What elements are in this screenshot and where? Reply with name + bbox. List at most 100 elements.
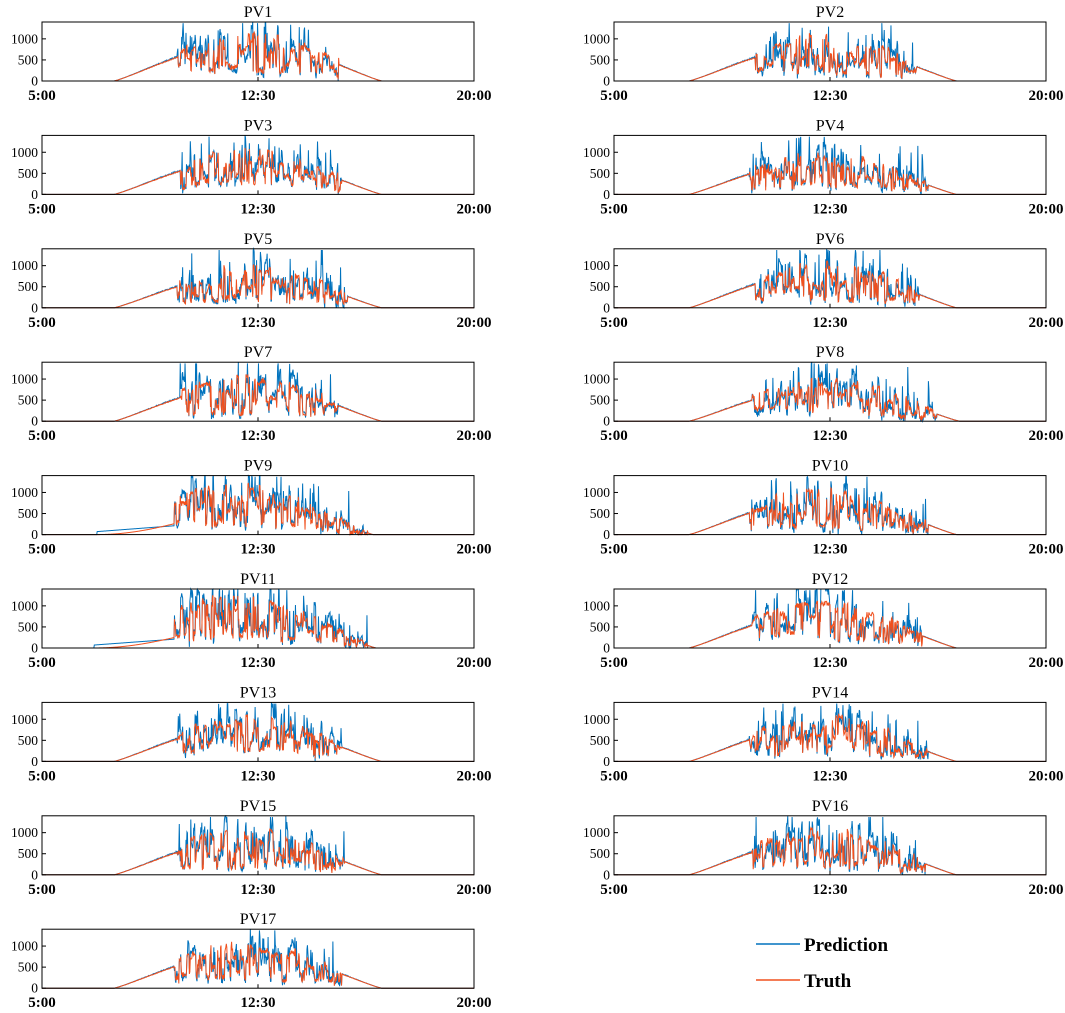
y-tick-label: 0 <box>31 74 38 89</box>
series-line-truth <box>42 482 474 536</box>
axes-box <box>613 21 1047 82</box>
panel-title: PV13 <box>240 684 276 701</box>
y-tick-label: 0 <box>603 300 610 315</box>
y-tick-label: 0 <box>603 641 610 656</box>
panel-title: PV17 <box>240 911 276 928</box>
y-tick-label: 0 <box>31 414 38 429</box>
panel-pv8: PV8 0 500 1000 5:00 12:30 20:00 <box>583 344 1064 444</box>
x-tick-label: 5:00 <box>600 428 628 444</box>
y-tick-label: 500 <box>590 166 611 181</box>
x-tick-label: 12:30 <box>813 655 848 671</box>
y-tick-label: 1000 <box>583 485 610 500</box>
panel-title: PV14 <box>812 684 848 701</box>
y-tick-label: 0 <box>31 867 38 882</box>
x-tick-label: 20:00 <box>1029 542 1064 558</box>
x-tick-label: 12:30 <box>241 768 276 784</box>
x-tick-label: 5:00 <box>28 428 56 444</box>
panel-title: PV1 <box>244 4 272 21</box>
x-tick-label: 20:00 <box>457 88 492 104</box>
panel-title: PV7 <box>244 344 272 361</box>
y-tick-label: 1000 <box>11 825 38 840</box>
panel-title: PV10 <box>812 458 848 475</box>
panel-pv10: PV10 0 500 1000 5:00 12:30 20:00 <box>583 458 1064 558</box>
series-line-truth <box>42 941 474 989</box>
x-tick-label: 5:00 <box>600 315 628 331</box>
series-line-prediction <box>42 362 474 422</box>
x-tick-label: 20:00 <box>1029 428 1064 444</box>
y-tick-label: 0 <box>603 414 610 429</box>
y-tick-label: 1000 <box>11 145 38 160</box>
panel-pv16: PV16 0 500 1000 5:00 12:30 20:00 <box>583 798 1064 898</box>
x-tick-label: 12:30 <box>813 315 848 331</box>
panel-pv17: PV17 0 500 1000 5:00 12:30 20:00 <box>11 911 492 1011</box>
x-tick-label: 5:00 <box>28 768 56 784</box>
series-line-truth <box>42 263 474 309</box>
panel-pv5: PV5 0 500 1000 5:00 12:30 20:00 <box>11 231 492 331</box>
x-tick-label: 5:00 <box>600 201 628 217</box>
y-tick-label: 1000 <box>583 258 610 273</box>
x-tick-label: 5:00 <box>28 882 56 898</box>
y-tick-label: 0 <box>603 527 610 542</box>
x-tick-label: 20:00 <box>1029 315 1064 331</box>
x-tick-label: 5:00 <box>600 542 628 558</box>
series-line-truth <box>614 33 1046 82</box>
series-line-prediction <box>614 23 1046 82</box>
x-tick-label: 5:00 <box>600 88 628 104</box>
x-tick-label: 12:30 <box>813 768 848 784</box>
y-tick-label: 0 <box>603 74 610 89</box>
x-tick-label: 20:00 <box>457 542 492 558</box>
y-tick-label: 0 <box>31 300 38 315</box>
panel-title: PV4 <box>816 117 844 134</box>
y-tick-label: 500 <box>18 846 39 861</box>
x-tick-label: 5:00 <box>28 315 56 331</box>
y-tick-label: 500 <box>18 393 39 408</box>
y-tick-label: 500 <box>18 733 39 748</box>
series-line-prediction <box>42 929 474 989</box>
x-tick-label: 5:00 <box>28 995 56 1011</box>
y-tick-label: 0 <box>31 981 38 996</box>
y-tick-label: 500 <box>590 846 611 861</box>
y-tick-label: 1000 <box>11 598 38 613</box>
x-tick-label: 20:00 <box>457 882 492 898</box>
x-tick-label: 5:00 <box>28 542 56 558</box>
series-line-prediction <box>614 703 1046 762</box>
panel-pv14: PV14 0 500 1000 5:00 12:30 20:00 <box>583 684 1064 784</box>
x-tick-label: 20:00 <box>457 428 492 444</box>
x-tick-label: 20:00 <box>1029 88 1064 104</box>
y-tick-label: 500 <box>590 279 611 294</box>
y-tick-label: 500 <box>18 960 39 975</box>
panel-title: PV12 <box>812 571 848 588</box>
y-tick-label: 500 <box>18 619 39 634</box>
y-tick-label: 0 <box>31 527 38 542</box>
x-tick-label: 20:00 <box>1029 655 1064 671</box>
panel-pv3: PV3 0 500 1000 5:00 12:30 20:00 <box>11 117 492 217</box>
x-tick-label: 12:30 <box>813 882 848 898</box>
panel-title: PV16 <box>812 798 848 815</box>
panel-pv2: PV2 0 500 1000 5:00 12:30 20:00 <box>583 4 1064 104</box>
axes-box <box>613 361 1047 422</box>
series-line-prediction <box>42 474 474 536</box>
series-line-prediction <box>614 362 1046 423</box>
series-line-truth <box>42 827 474 876</box>
series-line-truth <box>614 486 1046 536</box>
x-tick-label: 12:30 <box>813 201 848 217</box>
panel-pv11: PV11 0 500 1000 5:00 12:30 20:00 <box>11 571 492 671</box>
x-tick-label: 12:30 <box>241 428 276 444</box>
panel-pv9: PV9 0 500 1000 5:00 12:30 20:00 <box>11 458 492 558</box>
panel-pv15: PV15 0 500 1000 5:00 12:30 20:00 <box>11 798 492 898</box>
series-line-truth <box>614 713 1046 762</box>
axes-box <box>41 928 475 989</box>
x-tick-label: 12:30 <box>241 201 276 217</box>
y-tick-label: 1000 <box>583 145 610 160</box>
x-tick-label: 5:00 <box>28 655 56 671</box>
legend-entry-truth: Truth <box>756 971 852 992</box>
panel-pv1: PV1 0 500 1000 5:00 12:30 20:00 <box>11 4 492 104</box>
y-tick-label: 1000 <box>583 31 610 46</box>
series-line-prediction <box>614 136 1046 195</box>
x-tick-label: 12:30 <box>813 428 848 444</box>
x-tick-label: 20:00 <box>1029 882 1064 898</box>
y-tick-label: 1000 <box>11 31 38 46</box>
y-tick-label: 500 <box>590 52 611 67</box>
x-tick-label: 5:00 <box>600 882 628 898</box>
